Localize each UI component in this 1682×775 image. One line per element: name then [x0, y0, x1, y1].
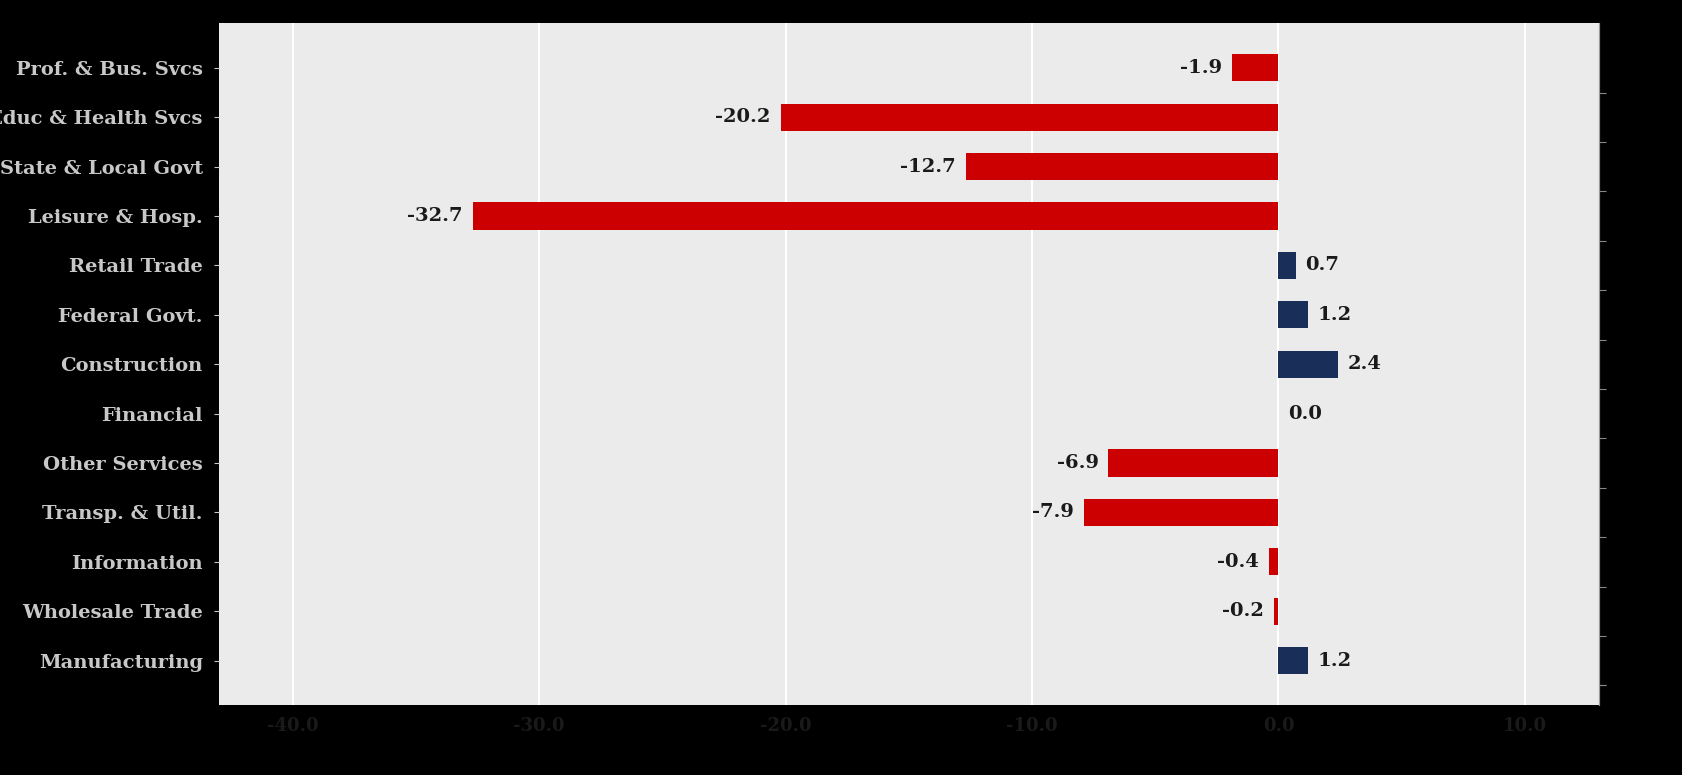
Text: 1.2: 1.2: [1317, 652, 1351, 670]
Text: 1.2: 1.2: [1317, 306, 1351, 324]
Text: -20.2: -20.2: [715, 109, 770, 126]
Bar: [1278, 350, 1337, 378]
Text: 0.0: 0.0: [1287, 405, 1322, 422]
Bar: [1278, 301, 1307, 329]
Bar: [965, 153, 1278, 181]
Text: -12.7: -12.7: [900, 157, 955, 176]
Bar: [1273, 598, 1278, 625]
Text: -1.9: -1.9: [1179, 59, 1221, 77]
Text: -7.9: -7.9: [1031, 504, 1073, 522]
Bar: [473, 202, 1278, 229]
Bar: [1278, 252, 1295, 279]
Bar: [1083, 499, 1278, 526]
Bar: [1231, 54, 1278, 81]
Text: -0.2: -0.2: [1221, 602, 1263, 620]
Bar: [1268, 548, 1278, 576]
Text: 0.7: 0.7: [1305, 257, 1339, 274]
Text: -0.4: -0.4: [1216, 553, 1258, 571]
Text: 2.4: 2.4: [1347, 355, 1381, 374]
Text: -6.9: -6.9: [1056, 454, 1098, 472]
Bar: [1278, 647, 1307, 674]
Bar: [780, 104, 1278, 131]
Text: -32.7: -32.7: [407, 207, 463, 225]
Bar: [1108, 449, 1278, 477]
